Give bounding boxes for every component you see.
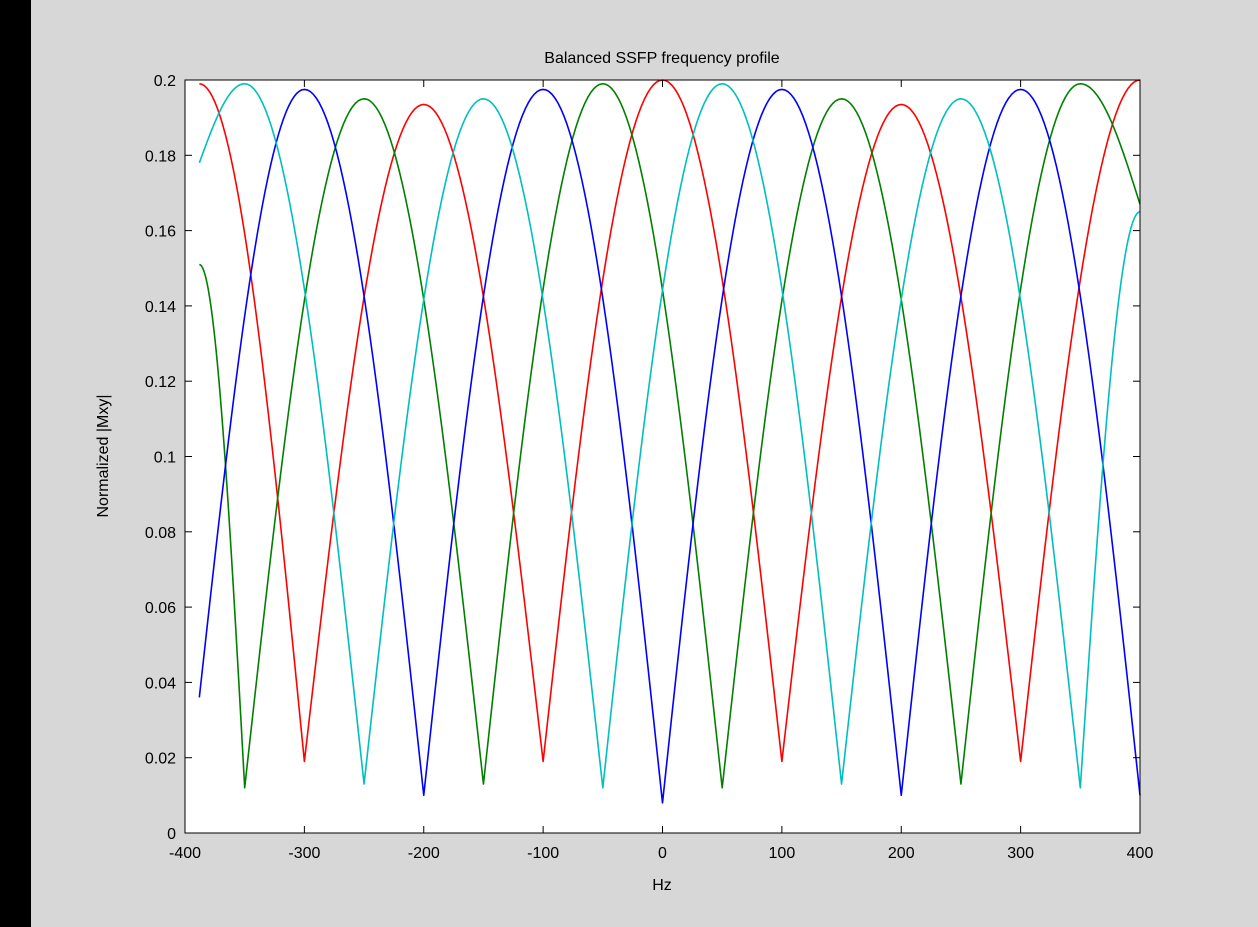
- chart-title: Balanced SSFP frequency profile: [544, 50, 780, 67]
- y-axis-ticks: 0 0.02 0.04 0.06 0.08 0.1 0.12 0.14 0.16 0.18 0.2: [145, 73, 1140, 843]
- y-tick-label: 0.14: [145, 299, 176, 316]
- series-line-3: [198, 88, 1141, 804]
- y-tick-label: 0.1: [154, 450, 176, 467]
- y-tick-label: 0.08: [145, 525, 176, 542]
- y-tick-label: 0: [167, 826, 176, 843]
- x-tick-label: -400: [169, 845, 201, 862]
- y-tick-label: 0.12: [145, 374, 176, 391]
- x-tick-label: 400: [1127, 845, 1154, 862]
- y-tick-label: 0.2: [154, 73, 176, 90]
- x-tick-label: -200: [408, 845, 440, 862]
- x-tick-label: 100: [769, 845, 796, 862]
- x-tick-label: 300: [1007, 845, 1034, 862]
- x-tick-label: -300: [288, 845, 320, 862]
- y-tick-label: 0.04: [145, 675, 176, 692]
- x-axis-ticks: -400 -300 -200 -100 0 100 200 300 400: [169, 80, 1153, 862]
- y-axis-label: Normalized |Mxy|: [95, 395, 112, 518]
- plot-area: [185, 80, 1140, 833]
- x-tick-label: -100: [527, 845, 559, 862]
- y-tick-label: 0.16: [145, 224, 176, 241]
- y-tick-label: 0.18: [145, 148, 176, 165]
- series-line-4: [198, 82, 1141, 789]
- y-tick-label: 0.02: [145, 751, 176, 768]
- x-axis-label: Hz: [652, 877, 672, 894]
- x-tick-label: 200: [888, 845, 915, 862]
- x-tick-label: 0: [658, 845, 667, 862]
- y-tick-label: 0.06: [145, 600, 176, 617]
